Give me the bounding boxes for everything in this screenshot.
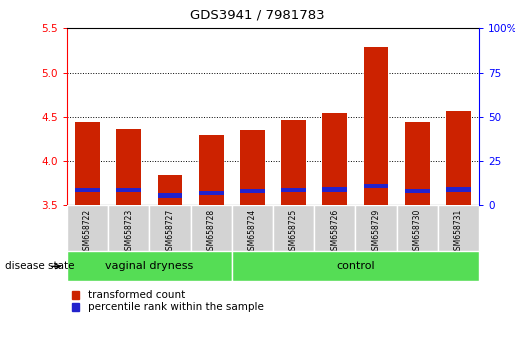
Bar	[446, 187, 471, 192]
Bar	[158, 175, 182, 205]
Bar	[240, 189, 265, 193]
Bar	[405, 189, 430, 193]
Bar	[322, 187, 347, 192]
Bar	[446, 110, 471, 205]
Bar	[108, 205, 149, 251]
Bar	[116, 188, 141, 193]
Bar	[191, 205, 232, 251]
Text: GSM658727: GSM658727	[165, 209, 175, 255]
Bar	[232, 205, 273, 251]
Bar	[355, 205, 397, 251]
Bar	[364, 47, 388, 205]
Text: GDS3941 / 7981783: GDS3941 / 7981783	[190, 9, 325, 22]
Text: control: control	[336, 261, 375, 272]
Bar	[116, 129, 141, 205]
Text: GSM658722: GSM658722	[83, 209, 92, 255]
Bar	[232, 251, 479, 281]
Bar	[67, 205, 108, 251]
Bar	[158, 193, 182, 198]
Text: GSM658731: GSM658731	[454, 209, 463, 255]
Bar	[149, 205, 191, 251]
Bar	[75, 188, 100, 193]
Text: disease state: disease state	[5, 261, 75, 272]
Bar	[281, 120, 306, 205]
Bar	[199, 191, 224, 195]
Text: GSM658726: GSM658726	[330, 209, 339, 255]
Bar	[438, 205, 479, 251]
Text: GSM658725: GSM658725	[289, 209, 298, 255]
Text: GSM658730: GSM658730	[413, 209, 422, 255]
Bar	[322, 113, 347, 205]
Text: GSM658724: GSM658724	[248, 209, 257, 255]
Bar	[364, 184, 388, 188]
Bar	[273, 205, 314, 251]
Bar	[67, 251, 232, 281]
Text: GSM658728: GSM658728	[207, 209, 216, 255]
Text: vaginal dryness: vaginal dryness	[105, 261, 194, 272]
Bar	[75, 122, 100, 205]
Bar	[314, 205, 355, 251]
Bar	[240, 130, 265, 205]
Bar	[405, 122, 430, 205]
Bar	[199, 135, 224, 205]
Text: GSM658723: GSM658723	[124, 209, 133, 255]
Legend: transformed count, percentile rank within the sample: transformed count, percentile rank withi…	[72, 290, 264, 312]
Bar	[281, 188, 306, 193]
Text: GSM658729: GSM658729	[371, 209, 381, 255]
Bar	[397, 205, 438, 251]
